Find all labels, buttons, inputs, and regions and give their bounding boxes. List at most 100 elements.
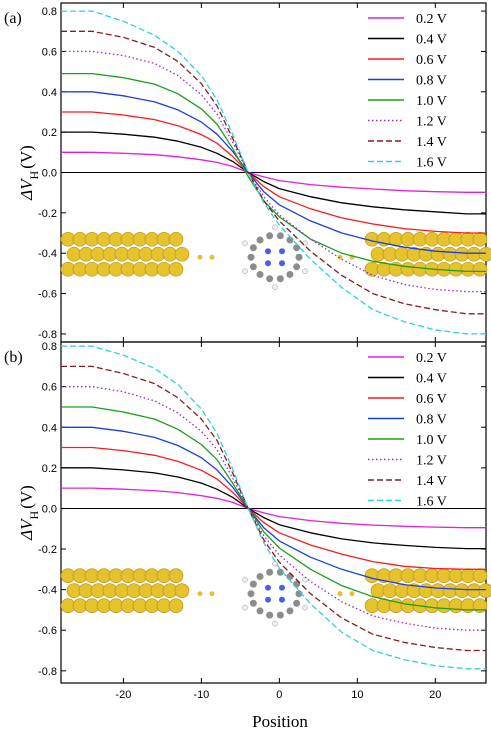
legend-label: 0.2 V <box>416 12 447 27</box>
y-tick-label: 0.0 <box>42 503 57 515</box>
right-gold-electrode <box>364 568 491 613</box>
hydrogen-atom <box>242 268 248 274</box>
nitrogen-atom <box>265 584 271 591</box>
legend: 0.2 V 0.4 V 0.6 V 0.8 V 1.0 V 1.2 V 1.4 V 1.6 V <box>368 351 447 510</box>
linker-atom <box>209 591 215 597</box>
gold-atom <box>168 598 184 613</box>
carbon-atom <box>249 263 257 271</box>
y-tick-label: 0.4 <box>42 87 57 99</box>
y-tick-label: -0.2 <box>38 544 57 556</box>
x-tick-label: 0 <box>276 689 282 701</box>
series-line-16 <box>61 10 486 335</box>
panel-b: 0.8 0.6 0.4 0.2 0.0 -0.2 -0.4 -0.6 -0.8 -20 -10 0 10… <box>4 341 491 701</box>
porphyrin-molecule <box>242 224 308 290</box>
carbon-atom <box>256 270 264 278</box>
y-tick-label: -0.8 <box>38 666 57 678</box>
legend-label: 1.4 V <box>416 474 447 489</box>
x-tick-label: -10 <box>193 689 209 701</box>
series-line-06 <box>61 446 486 570</box>
porphyrin-molecule <box>242 560 308 627</box>
legend-label: 1.0 V <box>416 94 447 109</box>
y-tick-label: 0.8 <box>42 341 57 353</box>
molecule-illustration <box>60 560 491 627</box>
linker-atom <box>197 254 203 260</box>
carbon-atom <box>276 568 284 576</box>
linker-atom <box>209 254 215 260</box>
left-gold-electrode <box>60 568 190 613</box>
hydrogen-atom <box>272 560 278 567</box>
carbon-atom <box>247 253 255 261</box>
hydrogen-atom <box>302 604 308 611</box>
nitrogen-atom <box>279 596 285 603</box>
legend-label: 0.6 V <box>416 53 447 68</box>
carbon-atom <box>276 275 284 283</box>
carbon-atom <box>249 580 257 588</box>
y-tick-label: 0.6 <box>42 382 57 394</box>
carbon-atom <box>247 590 255 598</box>
legend-label: 0.8 V <box>416 74 447 89</box>
carbon-atom <box>249 244 257 252</box>
series-line-14 <box>61 365 486 652</box>
nitrogen-atom <box>279 248 285 255</box>
series-line-04 <box>61 467 486 550</box>
x-tick-label: -20 <box>115 689 131 701</box>
carbon-atom <box>276 611 284 619</box>
series-line-08 <box>61 91 486 254</box>
nitrogen-atom <box>265 596 271 603</box>
left-gold-electrode <box>60 231 190 277</box>
gold-atom <box>472 568 488 583</box>
legend-label: 0.4 V <box>416 33 447 48</box>
hydrogen-atom <box>242 604 248 611</box>
panel-label: (a) <box>4 10 22 27</box>
hydrogen-atom <box>272 284 278 290</box>
carbon-atom <box>249 599 257 607</box>
carbon-atom <box>266 611 274 619</box>
hydrogen-atom <box>272 224 278 230</box>
carbon-atom <box>266 275 274 283</box>
series-line-08 <box>61 426 486 591</box>
series-line-16 <box>61 345 486 670</box>
carbon-atom <box>293 263 301 271</box>
y-tick-label: 0.4 <box>42 422 57 434</box>
hydrogen-atom <box>272 620 278 627</box>
series-line-12 <box>61 50 486 293</box>
gold-atom <box>168 568 184 583</box>
carbon-atom <box>256 236 264 244</box>
legend-label: 1.0 V <box>416 433 447 448</box>
legend-label: 0.2 V <box>416 351 447 366</box>
carbon-atom <box>256 572 264 580</box>
carbon-atom <box>266 568 274 576</box>
legend-label: 1.2 V <box>416 454 447 469</box>
gold-atom <box>174 583 190 598</box>
y-axis-label: ΔVH(V) <box>17 145 41 201</box>
plot-frame <box>60 341 487 684</box>
carbon-atom <box>293 244 301 252</box>
carbon-atom <box>295 253 303 261</box>
x-axis-label: Position <box>252 712 308 731</box>
y-tick-label: -0.4 <box>38 585 57 597</box>
nitrogen-atom <box>265 260 271 267</box>
y-tick-label: 0.6 <box>42 46 57 58</box>
carbon-atom <box>286 607 294 615</box>
y-tick-label: -0.6 <box>38 289 57 301</box>
hydrogen-atom <box>242 576 248 583</box>
gold-atom <box>168 261 184 277</box>
series-line-06 <box>61 111 486 234</box>
y-tick-label: -0.2 <box>38 208 57 220</box>
panel-label: (b) <box>4 349 23 366</box>
carbon-atom <box>293 599 301 607</box>
gold-atom <box>168 231 184 247</box>
legend: 0.2 V 0.4 V 0.6 V 0.8 V 1.0 V 1.2 V 1.4 V 1.6 V <box>368 12 447 171</box>
legend-label: 0.6 V <box>416 392 447 407</box>
gold-atom <box>472 231 488 247</box>
hydrogen-atom <box>302 576 308 583</box>
carbon-atom <box>286 270 294 278</box>
series-line-04 <box>61 131 486 215</box>
carbon-atom <box>266 232 274 240</box>
series-line-10 <box>61 406 486 611</box>
x-tick-label: 20 <box>429 689 441 701</box>
y-tick-label: 0.2 <box>42 463 57 475</box>
linker-atom <box>337 254 343 260</box>
y-tick-label: 0.0 <box>42 168 57 180</box>
